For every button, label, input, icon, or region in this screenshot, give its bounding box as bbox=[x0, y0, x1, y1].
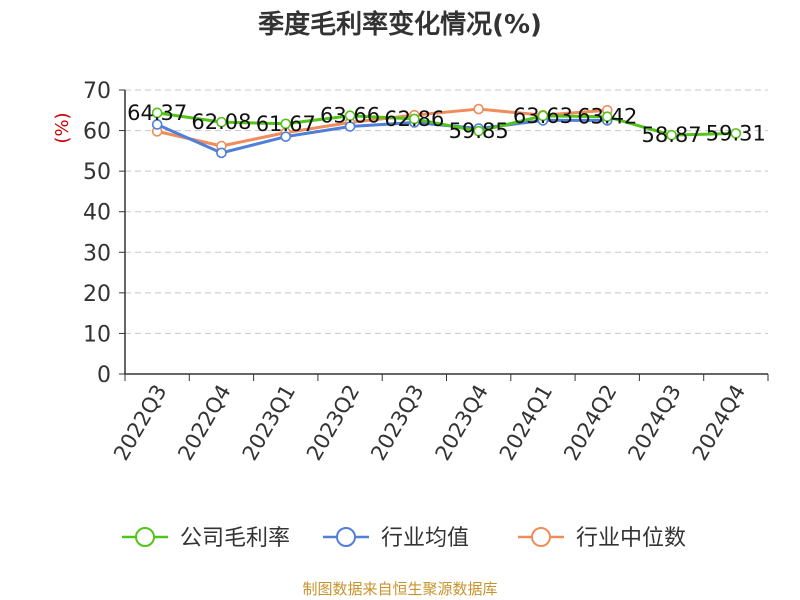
y-tick-label: 10 bbox=[83, 322, 111, 347]
legend-item-2: 行业中位数 bbox=[518, 526, 686, 551]
x-tick-label: 2022Q3 bbox=[109, 381, 171, 465]
x-tick-label: 2024Q1 bbox=[495, 381, 557, 465]
legend-marker bbox=[531, 527, 551, 547]
legend-label: 行业中位数 bbox=[576, 526, 686, 551]
data-label: 63.66 bbox=[320, 104, 380, 128]
data-label: 59.31 bbox=[706, 121, 766, 145]
source-note: 制图数据来自恒生聚源数据库 bbox=[302, 580, 497, 598]
x-tick-label: 2022Q4 bbox=[173, 381, 235, 465]
data-point bbox=[730, 128, 742, 139]
y-tick-label: 30 bbox=[83, 241, 111, 266]
legend-marker bbox=[336, 527, 356, 547]
y-tick-label: 50 bbox=[83, 160, 111, 185]
series-points bbox=[151, 103, 742, 159]
y-tick-label: 20 bbox=[83, 282, 111, 307]
y-tick-label: 0 bbox=[97, 363, 111, 388]
legend-item-1: 行业均值 bbox=[323, 526, 469, 551]
data-point bbox=[151, 107, 163, 119]
series-lines bbox=[156, 107, 736, 155]
legend-label: 行业均值 bbox=[381, 526, 469, 551]
x-tick-label: 2023Q2 bbox=[302, 381, 364, 465]
data-point bbox=[473, 125, 484, 137]
series-line-1 bbox=[156, 118, 608, 155]
y-tick-label: 40 bbox=[83, 201, 111, 226]
data-point bbox=[344, 121, 356, 132]
x-tick-label: 2023Q3 bbox=[366, 381, 428, 465]
x-tick-label: 2024Q3 bbox=[623, 381, 685, 465]
data-point bbox=[601, 111, 613, 122]
legend: 公司毛利率 行业均值 行业中位数 bbox=[122, 526, 686, 551]
data-label: 62.08 bbox=[191, 110, 251, 134]
data-point bbox=[216, 116, 227, 128]
x-tick-label: 2023Q4 bbox=[431, 381, 493, 465]
data-point bbox=[216, 147, 227, 159]
data-point bbox=[344, 110, 356, 122]
legend-marker bbox=[135, 527, 155, 547]
x-tick-label: 2024Q4 bbox=[688, 381, 750, 465]
data-point bbox=[537, 110, 549, 122]
data-label: 63.42 bbox=[577, 105, 637, 129]
y-axis-label: (%) bbox=[52, 112, 73, 143]
data-point bbox=[666, 129, 677, 141]
series-line-0 bbox=[156, 111, 736, 137]
legend-item-0: 公司毛利率 bbox=[122, 526, 290, 551]
data-label: 61.67 bbox=[256, 112, 316, 136]
y-tick-label: 70 bbox=[83, 79, 111, 104]
data-label: 59.85 bbox=[449, 119, 509, 143]
data-label: 62.86 bbox=[384, 107, 444, 131]
data-label: 58.87 bbox=[641, 123, 701, 147]
data-point bbox=[473, 103, 484, 115]
data-label: 64.37 bbox=[127, 101, 187, 125]
y-tick-labels: 0 10 20 30 40 50 60 70 bbox=[83, 79, 111, 388]
y-tick-label: 60 bbox=[83, 120, 111, 145]
chart-title: 季度毛利率变化情况(%) bbox=[258, 9, 542, 40]
x-tick-label: 2023Q1 bbox=[238, 381, 300, 465]
data-point bbox=[280, 131, 292, 142]
x-tick-label: 2024Q2 bbox=[559, 381, 621, 465]
data-point bbox=[280, 118, 292, 130]
x-tick-labels: 2022Q3 2022Q4 2023Q1 2023Q2 2023Q3 2023Q4 2024… bbox=[109, 381, 750, 465]
data-label: 63.63 bbox=[513, 104, 573, 128]
data-point bbox=[151, 119, 163, 130]
legend-label: 公司毛利率 bbox=[180, 526, 290, 551]
axes bbox=[119, 89, 769, 381]
data-point bbox=[409, 113, 420, 125]
